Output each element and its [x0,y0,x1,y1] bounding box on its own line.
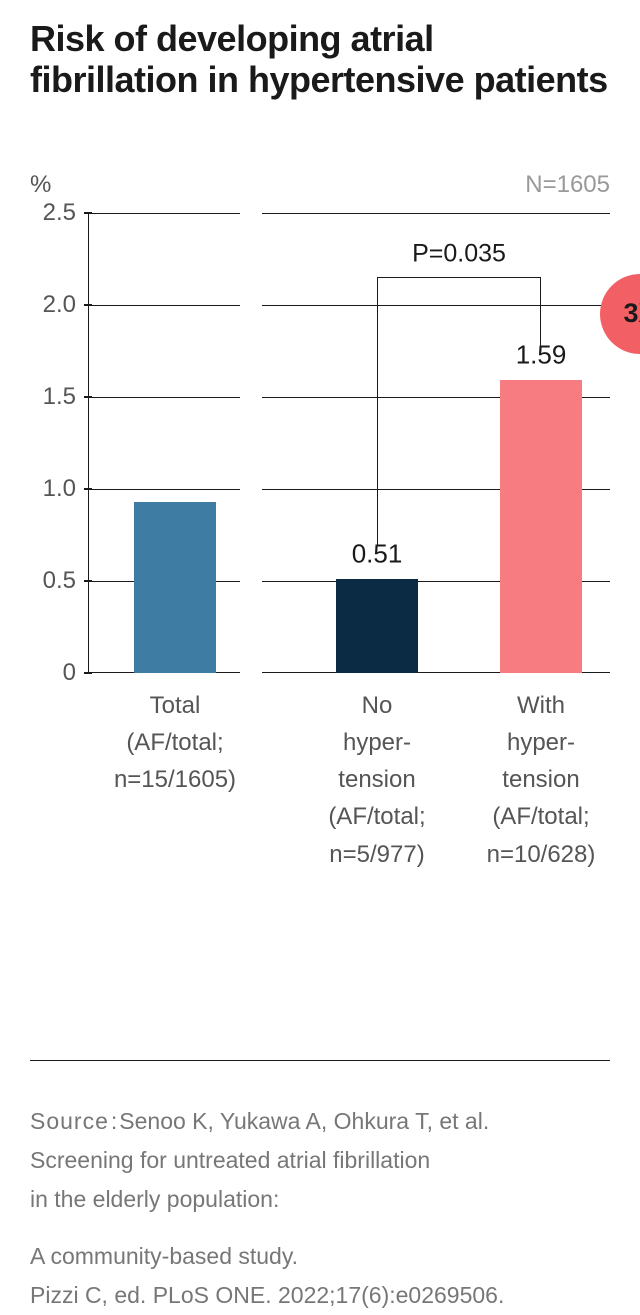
y-tick-label: 1.0 [30,475,76,503]
y-tick-label: 2.5 [30,199,76,227]
bars-layer: 0.511.59P=0.0353X [88,213,610,673]
p-bracket [377,277,541,278]
y-tick-label: 1.5 [30,383,76,411]
multiplier-badge: 3X [600,274,640,354]
bar-value-label: 1.59 [500,340,582,371]
x-labels: Total(AF/total;n=15/1605) Nohyper-tension… [30,687,610,917]
bar [134,502,216,673]
chart-title: Risk of developing atrial fibrillation i… [0,0,640,101]
y-unit-label: % [30,171,51,199]
axis-top: % N=1605 [30,171,610,199]
chart: % N=1605 0.511.59P=0.0353X 00.51.01.52.0… [30,171,610,917]
y-tick-label: 0.5 [30,567,76,595]
plot-area: 0.511.59P=0.0353X 00.51.01.52.02.5 [30,213,610,673]
bar: 1.59 [500,380,582,673]
x-label: Withhyper-tension(AF/total;n=10/628) [456,687,626,873]
y-tick-label: 2.0 [30,291,76,319]
divider [30,1060,610,1061]
n-label: N=1605 [525,171,610,199]
x-label: Nohyper-tension(AF/total;n=5/977) [292,687,462,873]
y-tick-label: 0 [30,659,76,687]
source-citation: Source:Senoo K, Yukawa A, Ohkura T, et a… [30,1102,610,1315]
p-value-label: P=0.035 [377,239,541,268]
x-label: Total(AF/total;n=15/1605) [90,687,260,799]
bar: 0.51 [336,579,418,673]
